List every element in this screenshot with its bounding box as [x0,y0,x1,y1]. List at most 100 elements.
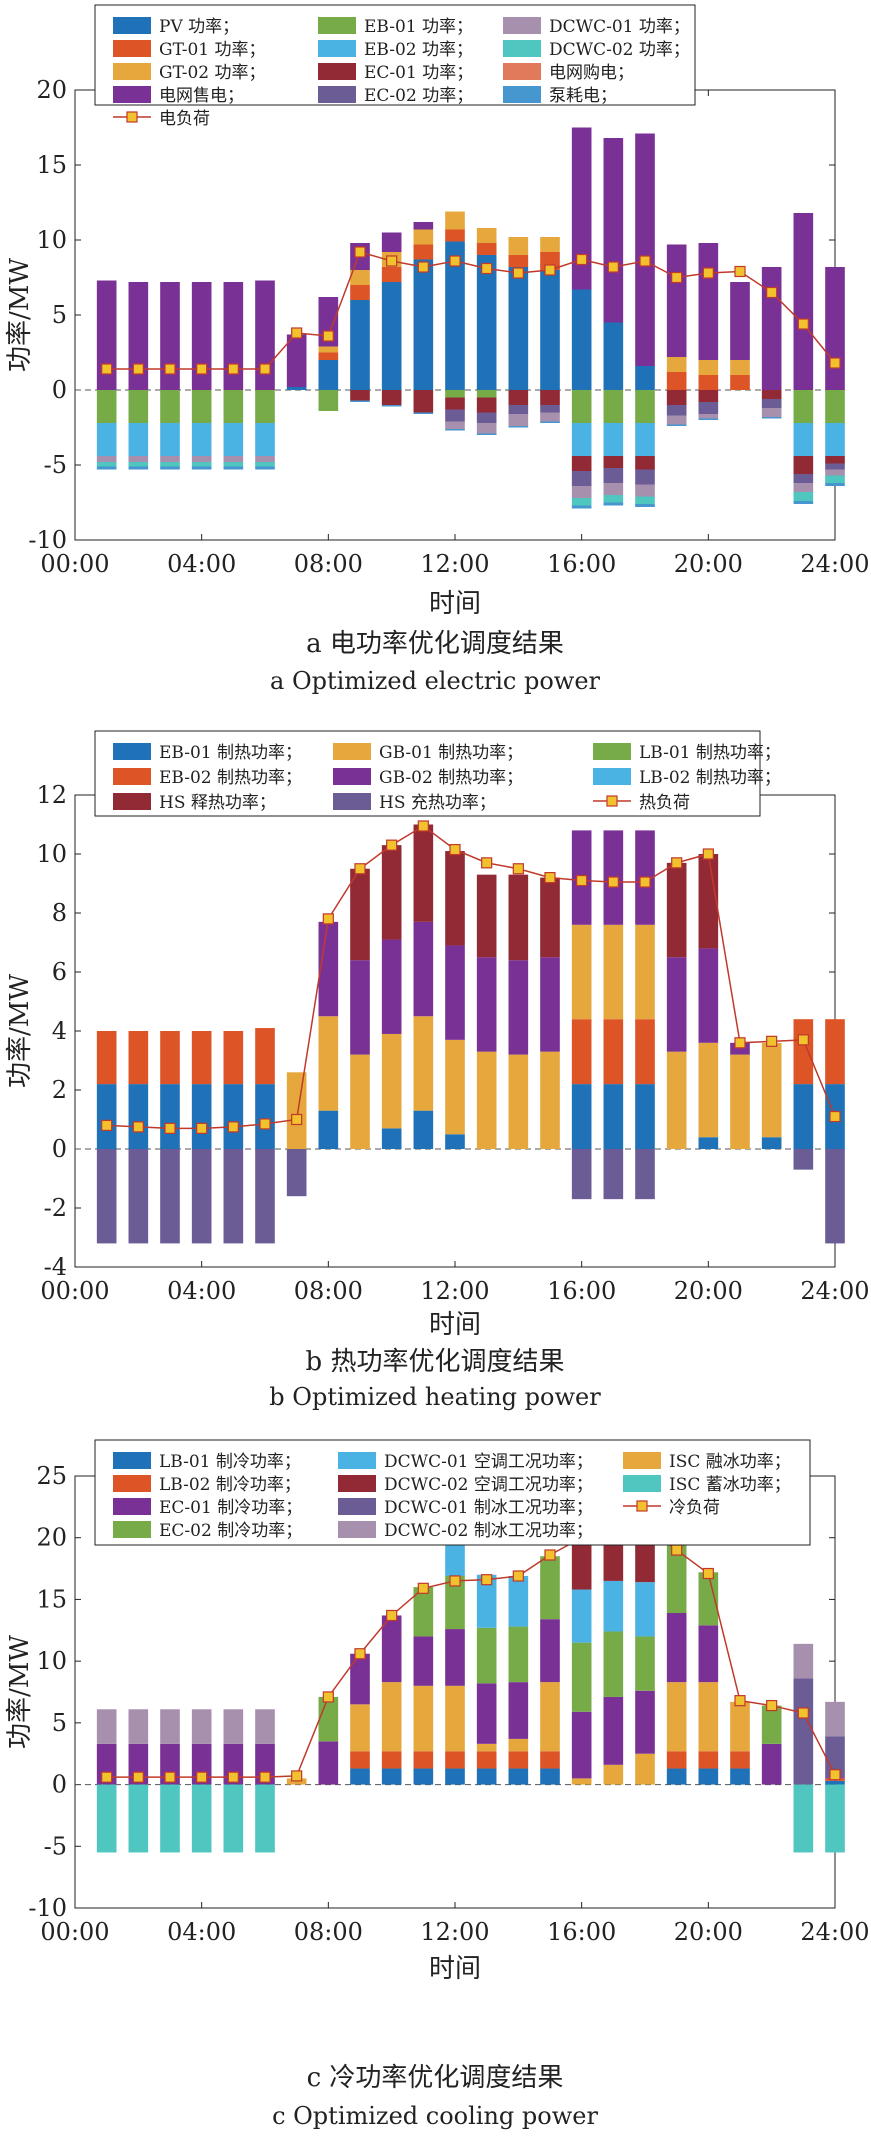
load-point [164,1122,176,1134]
load-point [354,246,366,258]
load-point [481,262,493,275]
bar-segment [160,423,180,456]
load-point [449,255,461,267]
legend-swatch [593,743,631,760]
bar-segment [666,957,687,1052]
bar-segment [128,1031,149,1085]
bar-segment [825,423,845,456]
legend-box [94,1439,811,1546]
legend-label: 电网购电； [549,63,634,83]
legend-swatch [113,86,151,103]
bar-segment [476,390,497,398]
bar-segment [508,390,529,405]
bar-segment [603,495,624,503]
bar-segment [698,1625,719,1683]
bar-segment [698,243,719,360]
bar-segment [825,1149,845,1244]
caption-cn: c 冷功率优化调度结果 [307,2063,564,2093]
bar-segment [603,1580,624,1632]
bar-segment [128,466,149,470]
bar-segment [571,1538,592,1590]
bar-segment [128,1084,149,1149]
legend-swatch [113,793,151,810]
bar-segment [666,1768,687,1785]
bar-segment [191,466,212,470]
y-tick-label: 15 [36,151,67,179]
bar-segment [571,471,592,486]
bar-segment [698,948,719,1043]
x-axis-label: 时间 [429,589,481,619]
legend-label: DCWC-01 空调工况功率； [384,1452,593,1472]
load-point [417,820,429,832]
legend-swatch [623,1475,661,1492]
bar-segment [445,229,465,242]
y-tick-label: -5 [44,451,67,479]
bar-segment [128,1149,149,1244]
bar-segment [698,1042,719,1138]
y-tick-label: 10 [36,226,67,254]
y-tick-label: 25 [36,1462,67,1490]
y-tick-label: 4 [52,1017,67,1045]
bar-segment [635,423,655,456]
bar-segment [571,924,592,1020]
bar-segment [571,456,592,471]
bar-segment [508,1682,529,1739]
bar-segment [255,390,275,423]
chart-c: -10 -5 0 5 10 15 20 25 00:00 04:00 08:00 12:00 16:00… [5,1439,870,2130]
bar-segment [128,423,149,456]
bar-segment [350,1768,370,1785]
legend-swatch [338,1498,376,1515]
bar-segment [635,1084,655,1149]
x-tick-label: 00:00 [40,550,109,578]
load-point [227,1771,239,1783]
bar-segment [508,255,529,267]
chart-b: -4 -2 0 2 4 6 8 10 12 00:00 04:00 08:00 12:00 16:00 20… [5,730,870,1411]
bar-segment [381,1682,402,1752]
load-point [797,318,809,330]
y-axis-label: 功率/MW [5,258,35,372]
bar-segment [603,502,624,506]
bar-segment [666,1543,687,1614]
bar-segment [476,1683,497,1744]
bar-segment [255,462,275,467]
bar-segment [825,1784,845,1853]
bar-segment [413,259,434,390]
load-point [702,848,714,860]
legend: LB-01 制冷功率； DCWC-01 空调工况功率； ISC 融冰功率； LB-02… [94,1439,811,1546]
legend-swatch [318,17,356,34]
bar-segment [445,397,465,410]
x-tick-label: 04:00 [167,1277,236,1305]
x-tick-label: 08:00 [294,550,363,578]
bar-segment [540,1768,560,1785]
bar-segment [191,1149,212,1244]
bar-segment [508,426,529,428]
bar-segment [160,466,180,470]
bar-segment [508,405,529,414]
bar-segment [96,1084,117,1149]
bar-segment [476,1751,497,1769]
legend: EB-01 制热功率； GB-01 制热功率； LB-01 制热功率； EB-02 制… [94,730,781,817]
bar-segment [96,1784,117,1853]
bar-segment [223,456,244,462]
y-tick-label: 0 [52,376,67,404]
load-line [106,825,836,1130]
bar-segment [476,255,497,390]
bar-segment [825,456,845,464]
bar-segment [698,1137,719,1149]
load-point [512,863,524,875]
bar-segment [413,1685,434,1752]
load-point [766,1035,778,1047]
bar-segment [318,1016,339,1111]
bar-segment [255,1784,275,1853]
bar-segment [96,280,117,390]
bar-segment [128,390,149,423]
bar-segment [793,1149,814,1170]
bar-segment [413,1110,434,1149]
bar-segment [698,402,719,414]
bar-segment [96,466,117,470]
legend-label: DCWC-02 空调工况功率； [384,1475,593,1495]
bar-segment [540,405,560,413]
bar-segment [350,868,370,961]
bar-segment [476,874,497,958]
